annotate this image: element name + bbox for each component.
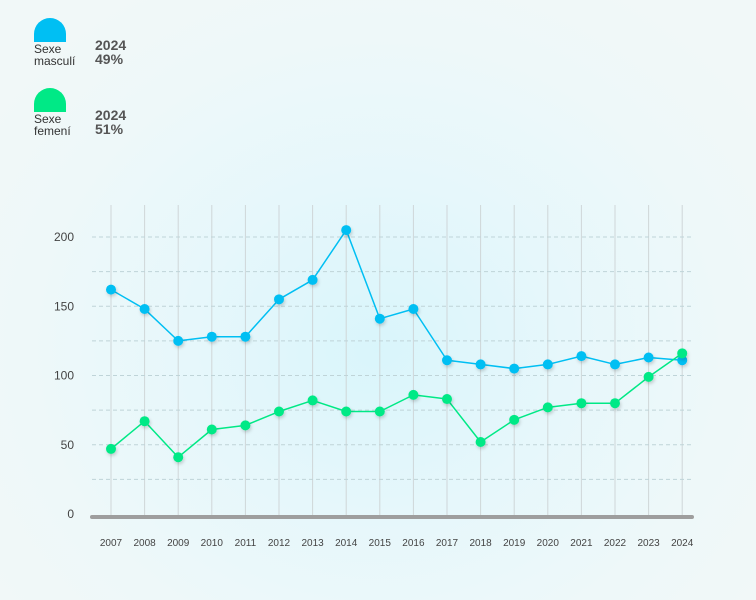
data-point-female[interactable] [374,406,385,417]
y-tick-label: 50 [61,438,75,452]
data-point-female[interactable] [240,420,251,431]
legend-item-female: Sexe femení 2024 51% [34,88,294,148]
data-point-male[interactable] [374,313,385,324]
data-point-female[interactable] [206,424,217,435]
data-point-female[interactable] [643,371,654,382]
data-point-male[interactable] [206,331,217,342]
data-point-male[interactable] [643,352,654,363]
data-point-male[interactable] [240,331,251,342]
series-layer [106,225,688,463]
legend-label-male-line1: Sexe [34,42,62,56]
series-line-male [110,229,683,370]
data-point-male[interactable] [408,304,419,315]
x-tick-label: 2018 [469,538,492,549]
x-tick-label: 2008 [133,538,156,549]
data-point-male[interactable] [576,351,587,362]
legend-swatch-male [34,18,66,42]
data-point-male[interactable] [475,359,486,370]
x-tick-label: 2012 [268,538,291,549]
legend-year-female: 2024 [95,107,127,123]
data-point-male[interactable] [442,355,452,366]
data-point-male[interactable] [274,294,284,305]
legend-label-male-line2: masculí [34,54,76,68]
data-point-male[interactable] [139,304,150,315]
legend: Sexe masculí 2024 49% Sexe femení 2024 5… [0,0,300,160]
data-point-male[interactable] [509,363,520,374]
legend-label-female: Sexe femení [34,113,94,137]
x-tick-label: 2022 [604,538,627,549]
axes: 0 50 100 150 200 2007 2008 2009 2010 2011 2012 2013… [54,230,694,549]
data-point-female[interactable] [106,443,116,454]
x-tick-label: 2023 [637,538,660,549]
legend-swatch-female [34,88,66,112]
y-tick-label: 200 [54,230,74,244]
x-tick-label: 2024 [671,538,694,549]
series-line-female [110,352,683,458]
legend-percent-male: 49% [95,51,124,67]
x-tick-label: 2013 [301,538,324,549]
x-tick-label: 2019 [503,538,526,549]
data-point-female[interactable] [408,389,419,400]
y-tick-label: 0 [67,507,74,521]
legend-percent-female: 51% [95,121,124,137]
data-point-female[interactable] [677,348,688,359]
x-tick-label: 2015 [369,538,392,549]
data-point-female[interactable] [173,452,184,463]
data-point-male[interactable] [610,359,620,370]
x-tick-label: 2020 [537,538,560,549]
x-tick-label: 2010 [201,538,224,549]
data-point-male[interactable] [307,274,318,285]
y-tick-label: 150 [54,299,74,313]
legend-year-male: 2024 [95,37,127,53]
legend-label-male: Sexe masculí [34,43,94,67]
x-tick-label: 2014 [335,538,358,549]
data-point-female[interactable] [442,394,452,405]
grid [92,205,692,516]
data-point-male[interactable] [542,359,553,370]
data-point-male[interactable] [173,335,184,346]
data-point-female[interactable] [139,416,150,427]
y-tick-label: 100 [54,369,74,383]
data-point-female[interactable] [341,406,352,417]
legend-label-female-line2: femení [34,124,71,138]
data-point-female[interactable] [307,395,318,406]
x-tick-label: 2021 [570,538,593,549]
x-tick-label: 2017 [436,538,459,549]
x-tick-label: 2007 [100,538,123,549]
x-tick-label: 2009 [167,538,190,549]
data-point-male[interactable] [106,284,116,295]
data-point-female[interactable] [576,398,587,409]
legend-item-male: Sexe masculí 2024 49% [34,18,294,78]
data-point-female[interactable] [509,414,520,425]
data-point-female[interactable] [610,398,620,409]
x-tick-label: 2011 [235,538,257,549]
data-point-female[interactable] [274,406,284,417]
data-point-male[interactable] [677,355,688,366]
x-tick-label: 2016 [402,538,425,549]
data-point-male[interactable] [341,225,352,236]
legend-label-female-line1: Sexe [34,112,62,126]
data-point-female[interactable] [475,436,486,447]
data-point-female[interactable] [542,402,553,413]
